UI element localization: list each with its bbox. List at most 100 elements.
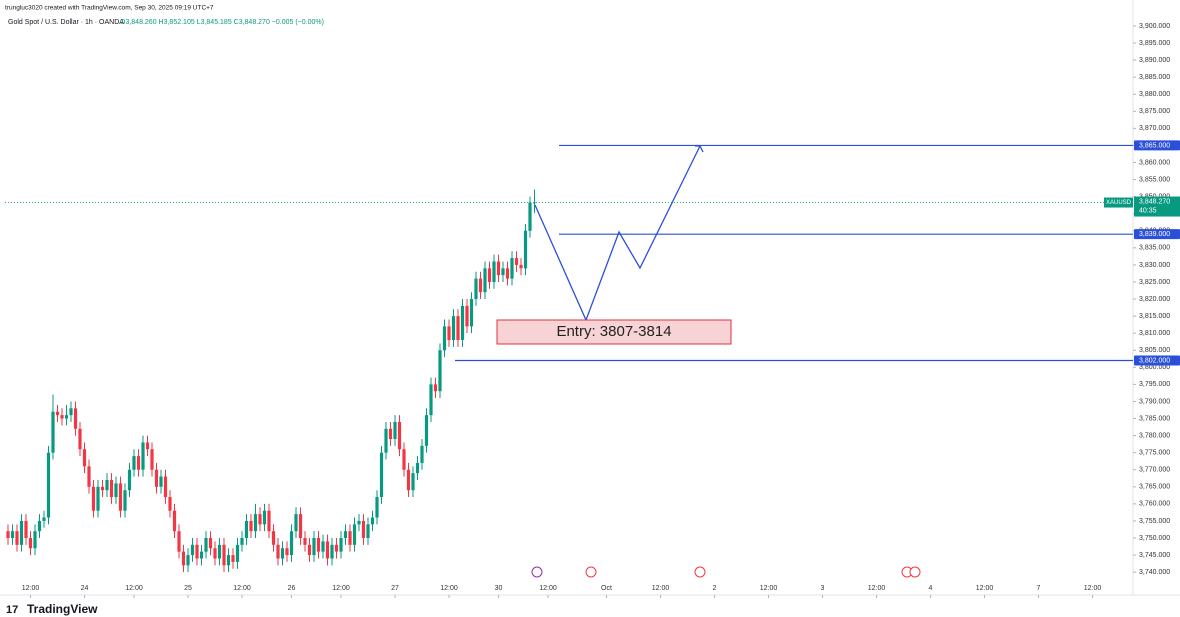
x-tick-label: 12:00 <box>539 585 557 592</box>
candle-body <box>181 551 186 566</box>
candle-body <box>289 531 294 556</box>
candle-body <box>379 452 384 498</box>
y-tick-label: 3,760.000 <box>1139 501 1170 508</box>
candle-body <box>442 326 447 351</box>
candle-body <box>231 555 235 562</box>
candle-body <box>267 510 271 532</box>
candle-body <box>514 258 519 265</box>
x-tick-label: 26 <box>288 585 296 592</box>
candle-body <box>163 476 168 498</box>
candle-body <box>154 469 159 487</box>
y-tick-label: 3,835.000 <box>1139 245 1170 252</box>
y-tick-label: 3,755.000 <box>1139 518 1170 525</box>
candle-body <box>366 524 370 539</box>
y-tick-label: 3,870.000 <box>1139 125 1170 132</box>
candle-body <box>375 497 379 518</box>
candle-body <box>19 520 24 545</box>
x-tick-label: 3 <box>821 585 825 592</box>
level-badge <box>1134 229 1180 240</box>
event-icon <box>585 566 597 578</box>
candle-body <box>406 469 411 491</box>
candle-body <box>69 408 73 416</box>
x-tick-label: 12:00 <box>233 585 251 592</box>
y-tick-label: 3,790.000 <box>1139 398 1170 405</box>
candle-body <box>240 538 244 545</box>
candle-body <box>487 268 492 282</box>
candle-body <box>465 305 469 327</box>
candle-body <box>357 520 361 525</box>
candle-body <box>118 483 123 511</box>
candle-body <box>478 278 483 293</box>
candle-body <box>145 442 150 450</box>
candle-body <box>249 520 253 532</box>
event-icon <box>909 566 921 578</box>
candle-body <box>258 514 262 525</box>
candle-body <box>141 442 145 470</box>
candle-body <box>271 531 276 545</box>
candle-body <box>411 473 415 491</box>
candle-body <box>204 538 208 552</box>
level-label: 3,802.000 <box>1139 357 1170 364</box>
candle-body <box>307 544 312 556</box>
event-icon <box>531 566 543 578</box>
candle-body <box>397 421 402 450</box>
candle-body <box>352 524 357 545</box>
candle-body <box>208 538 213 549</box>
candle-body <box>303 538 307 545</box>
x-tick-label: 7 <box>1037 585 1041 592</box>
x-tick-label: 12:00 <box>332 585 350 592</box>
y-tick-label: 3,895.000 <box>1139 40 1170 47</box>
candle-body <box>483 268 487 293</box>
candle-body <box>213 548 217 559</box>
candle-body <box>150 449 154 470</box>
candle-body <box>37 520 42 532</box>
candle-body <box>285 548 289 556</box>
y-tick-label: 3,800.000 <box>1139 364 1170 371</box>
price-label: 3,848.270 <box>1139 198 1170 205</box>
candle-body <box>420 445 424 463</box>
candle-body <box>199 551 204 559</box>
candle-body <box>348 531 352 545</box>
logo: TradingView <box>27 602 98 616</box>
candle-body <box>523 230 528 269</box>
candle-body <box>73 408 78 429</box>
candle-body <box>235 544 240 562</box>
y-tick-label: 3,855.000 <box>1139 176 1170 183</box>
candle-body <box>388 428 393 440</box>
candle-body <box>298 514 303 539</box>
credit: trungluc3020 created with TradingView.co… <box>5 5 214 12</box>
candle-body <box>60 415 64 419</box>
candle-body <box>519 264 523 269</box>
candle-body <box>492 261 496 282</box>
candle-body <box>321 541 325 552</box>
drawings: Entry: 3807-3814 <box>496 145 732 345</box>
candle-body <box>51 411 55 453</box>
candle-body <box>127 469 132 491</box>
symbol-badge <box>1104 197 1133 208</box>
candle-body <box>528 202 532 231</box>
candle-body <box>105 479 109 491</box>
price-badge <box>1134 196 1180 217</box>
candle-body <box>168 497 172 511</box>
candle-body <box>177 531 181 552</box>
candle-body <box>186 555 190 566</box>
candle-body <box>393 421 397 440</box>
candle-body <box>262 510 267 525</box>
x-tick-label: 12:00 <box>125 585 143 592</box>
y-tick-label: 3,815.000 <box>1139 313 1170 320</box>
y-tick-label: 3,795.000 <box>1139 381 1170 388</box>
y-tick-label: 3,775.000 <box>1139 450 1170 457</box>
candle-body <box>510 258 514 279</box>
candle-body <box>384 428 388 453</box>
candle-body <box>6 531 10 539</box>
candle-body <box>456 316 460 341</box>
candle-body <box>276 544 280 559</box>
candle-body <box>222 544 226 566</box>
candle-body <box>10 531 15 539</box>
candle-body <box>505 268 510 279</box>
y-tick-label: 3,780.000 <box>1139 432 1170 439</box>
x-tick-label: 30 <box>495 585 503 592</box>
y-tick-label: 3,740.000 <box>1139 569 1170 576</box>
candle-body <box>429 384 433 416</box>
candle-body <box>172 510 177 532</box>
